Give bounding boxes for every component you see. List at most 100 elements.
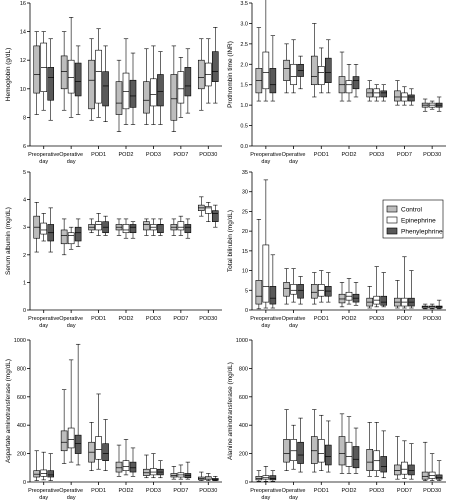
box-phenylephrine-4	[129, 52, 137, 125]
box-epinephrine-2	[67, 359, 75, 463]
x-tick-label: POD30	[423, 316, 441, 322]
box-control-2	[60, 389, 68, 464]
box-control-5	[143, 454, 150, 479]
y-tick-label: 800	[17, 366, 26, 372]
chart-panel-4: 0 5 10 15 20 25 30 35 Total bilirubin (mg/dL) Pre…	[227, 170, 446, 329]
box-epinephrine-3	[95, 393, 102, 470]
x-tick-label: POD7	[173, 488, 188, 494]
box-control-6	[170, 466, 178, 480]
box-iqr	[197, 59, 205, 90]
box-control-6	[394, 280, 401, 309]
x-tick-label: POD30	[199, 152, 217, 158]
box-phenylephrine-5	[380, 272, 388, 308]
box-iqr	[269, 475, 277, 481]
box-iqr	[115, 81, 123, 115]
box-control-7	[197, 38, 205, 111]
box-iqr	[60, 430, 68, 452]
y-tick-label: 2.0	[240, 62, 248, 68]
box-epinephrine-4	[345, 63, 353, 102]
y-axis-title: Hemoglobin (g/dL)	[5, 48, 12, 101]
box-iqr	[143, 81, 150, 114]
box-control-1	[255, 27, 263, 102]
x-tick-label: Operative	[282, 316, 306, 322]
box-epinephrine-7	[428, 100, 436, 110]
box-control-3	[88, 218, 95, 234]
x-tick-label: POD30	[199, 488, 217, 494]
box-phenylephrine-5	[380, 84, 388, 102]
legend: Control Epinephrine Phenylephrine	[382, 199, 444, 239]
y-tick-label: 25	[242, 209, 248, 215]
y-tick-label: 8	[23, 115, 26, 121]
x-tick-label: POD7	[397, 152, 412, 158]
x-tick-label: POD7	[173, 152, 188, 158]
box-epinephrine-7	[204, 473, 212, 481]
box-epinephrine-2	[290, 424, 297, 470]
box-iqr	[317, 66, 325, 86]
chart-panel-6: 0 200 400 600 800 1000 Alanine aminotransferas…	[227, 338, 446, 500]
box-iqr	[269, 286, 277, 305]
box-epinephrine-4	[122, 218, 130, 239]
x-tick-label: POD3	[369, 152, 384, 158]
box-epinephrine-6	[401, 440, 408, 479]
box-iqr	[102, 71, 109, 107]
box-iqr	[115, 461, 123, 473]
x-tick-label: POD1	[91, 152, 106, 158]
box-phenylephrine-7	[211, 476, 219, 481]
box-iqr	[262, 51, 270, 90]
x-tick-label: day	[39, 495, 48, 500]
box-iqr	[184, 67, 192, 97]
box-control-6	[170, 45, 178, 132]
box-control-7	[421, 98, 429, 112]
box-phenylephrine-7	[435, 96, 443, 112]
box-control-5	[366, 286, 374, 309]
x-tick-label: Operative	[59, 488, 83, 494]
box-iqr	[177, 221, 185, 231]
box-epinephrine-4	[122, 38, 130, 125]
box-iqr	[129, 461, 137, 473]
box-iqr	[421, 471, 429, 480]
legend-label: Epinephrine	[401, 218, 436, 225]
y-tick-label: 600	[17, 395, 26, 401]
x-tick-label: POD2	[119, 488, 134, 494]
x-tick-label: Preoperative	[250, 152, 281, 158]
box-iqr	[67, 427, 75, 449]
y-tick-label: 3.5	[240, 1, 248, 7]
legend-label: Control	[401, 207, 423, 214]
x-tick-label: POD7	[397, 316, 412, 322]
box-iqr	[47, 470, 55, 478]
box-phenylephrine-1	[47, 453, 55, 481]
box-iqr	[74, 226, 82, 242]
y-tick-label: 35	[242, 170, 248, 176]
x-tick-label: POD1	[314, 152, 329, 158]
box-iqr	[67, 232, 75, 245]
box-phenylephrine-7	[211, 27, 219, 104]
box-phenylephrine-2	[74, 343, 82, 466]
box-phenylephrine-3	[324, 272, 332, 303]
box-phenylephrine-3	[102, 419, 109, 471]
box-iqr	[157, 74, 164, 107]
box-iqr	[170, 473, 178, 478]
box-epinephrine-2	[67, 226, 75, 250]
x-tick-label: Operative	[59, 152, 83, 158]
box-iqr	[345, 441, 353, 467]
y-tick-label: 10	[242, 269, 248, 275]
box-control-2	[283, 409, 290, 471]
box-iqr	[47, 67, 55, 101]
y-tick-label: 12	[20, 58, 26, 64]
box-iqr	[33, 470, 41, 478]
x-tick-label: POD2	[342, 152, 357, 158]
box-control-4	[338, 282, 346, 308]
box-iqr	[129, 224, 137, 234]
box-epinephrine-7	[204, 38, 212, 104]
box-control-3	[310, 409, 318, 473]
box-phenylephrine-3	[102, 45, 109, 122]
box-epinephrine-5	[150, 453, 157, 479]
box-phenylephrine-6	[184, 218, 192, 239]
y-axis-title: Serum albumin (mg/dL)	[5, 207, 12, 275]
box-iqr	[380, 456, 388, 473]
box-phenylephrine-1	[269, 470, 277, 482]
box-control-7	[421, 303, 429, 310]
box-iqr	[60, 55, 68, 90]
box-epinephrine-6	[401, 256, 408, 309]
